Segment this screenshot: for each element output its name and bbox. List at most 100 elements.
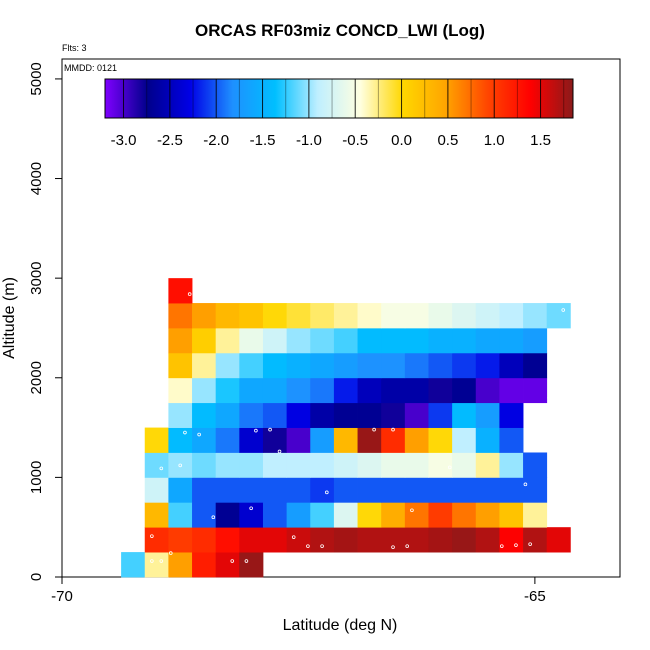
heatmap-cell xyxy=(333,327,358,354)
heatmap-cell xyxy=(215,452,240,478)
heatmap-cell xyxy=(286,452,311,478)
sample-marker xyxy=(391,545,395,549)
y-axis-label: Altitude (m) xyxy=(1,277,18,359)
heatmap-cell xyxy=(144,527,169,553)
heatmap-cell xyxy=(499,402,524,428)
sample-marker xyxy=(410,508,414,513)
sample-marker xyxy=(523,482,528,487)
heatmap-cell xyxy=(428,352,453,379)
heatmap-cell xyxy=(333,527,358,553)
heatmap-cell xyxy=(333,452,358,478)
colorbar-tick-label: 1.5 xyxy=(530,132,551,149)
heatmap-cell xyxy=(215,377,240,404)
heatmap-cell xyxy=(381,303,406,329)
heatmap-cell xyxy=(381,377,406,404)
heatmap-cell xyxy=(310,477,335,503)
colorbar-tick-label: 0.5 xyxy=(437,132,458,149)
heatmap-cell xyxy=(239,527,264,553)
heatmap-cell xyxy=(168,527,193,553)
heatmap-cell xyxy=(215,552,240,578)
y-axis: 0 1000 2000 3000 4000 5000 xyxy=(28,62,62,581)
sample-marker xyxy=(197,432,201,437)
heatmap-cell xyxy=(286,402,311,428)
heatmap-cell xyxy=(381,352,406,379)
heatmap-cell xyxy=(192,377,217,404)
sample-marker xyxy=(183,430,187,435)
heatmap-cell xyxy=(215,502,240,528)
heatmap-cell xyxy=(475,303,500,329)
heatmap-cell xyxy=(168,452,193,478)
heatmap-cell xyxy=(168,377,193,404)
x-tick-label: -65 xyxy=(524,588,546,605)
heatmap-cell xyxy=(262,427,288,453)
heatmap-cell xyxy=(546,303,571,329)
sample-marker xyxy=(159,559,164,563)
heatmap-cell xyxy=(333,352,358,379)
heatmap-cell xyxy=(286,352,311,379)
heatmap-cell xyxy=(192,303,217,329)
heatmap-cell xyxy=(404,427,429,453)
heatmap-cell xyxy=(310,352,335,379)
sample-marker xyxy=(230,559,235,563)
heatmap-cell xyxy=(404,452,429,478)
colorbar-tick-label: 1.0 xyxy=(484,132,505,149)
heatmap-cell xyxy=(192,527,217,553)
heatmap-cell xyxy=(428,327,453,354)
heatmap-cell xyxy=(333,402,358,428)
colorbar-tick-label: -1.0 xyxy=(296,132,322,149)
sample-marker xyxy=(405,544,410,548)
heatmap-cell xyxy=(286,502,311,528)
heatmap-cell xyxy=(168,352,193,379)
heatmap-cell xyxy=(381,402,406,428)
colorbar-tick-label: -3.0 xyxy=(111,132,137,149)
heatmap-cell xyxy=(168,477,193,503)
heatmap-cell xyxy=(428,402,453,428)
heatmap-cell xyxy=(239,303,264,329)
heatmap-cell xyxy=(215,327,240,354)
heatmap-cell xyxy=(499,527,524,553)
heatmap-cell xyxy=(523,527,548,553)
heatmap-cell xyxy=(404,502,429,528)
colorbar-ticks: -3.0 -2.5 -2.0 -1.5 -1.0 -0.5 0.0 0.5 1.0 1.5 xyxy=(111,79,565,149)
sample-marker xyxy=(254,428,258,433)
y-tick-label: 4000 xyxy=(28,162,45,195)
heatmap-cell xyxy=(215,527,240,553)
heatmap-cell xyxy=(428,452,453,478)
sample-marker xyxy=(514,543,518,547)
heatmap-cell xyxy=(310,527,335,553)
heatmap-cell xyxy=(475,427,500,453)
heatmap-cell xyxy=(168,402,193,428)
heatmap-cell xyxy=(286,477,311,503)
heatmap-cell xyxy=(239,552,264,578)
heatmap-cell xyxy=(428,527,453,553)
heatmap-cell xyxy=(333,377,358,404)
heatmap-cells xyxy=(121,278,571,578)
chart-title: ORCAS RF03miz CONCD_LWI (Log) xyxy=(195,21,485,40)
heatmap-cell xyxy=(262,327,288,354)
sample-marker xyxy=(291,535,296,539)
heatmap-cell xyxy=(262,377,288,404)
heatmap-cell xyxy=(475,527,500,553)
heatmap-cell xyxy=(310,452,335,478)
heatmap-cell xyxy=(523,303,548,329)
heatmap-cell xyxy=(239,402,264,428)
heatmap-cell xyxy=(475,327,500,354)
heatmap-cell xyxy=(192,452,217,478)
heatmap-cell xyxy=(523,502,548,528)
sample-marker xyxy=(211,515,216,520)
heatmap-cell xyxy=(404,352,429,379)
heatmap-cell xyxy=(144,427,169,453)
heatmap-cell xyxy=(215,427,240,453)
heatmap-cell xyxy=(286,427,311,453)
heatmap-cell xyxy=(452,477,477,503)
heatmap-cell xyxy=(428,303,453,329)
heatmap-cell xyxy=(310,402,335,428)
heatmap-cell xyxy=(168,278,193,304)
heatmap-cell xyxy=(404,327,429,354)
heatmap-cell xyxy=(357,303,382,329)
heatmap-cell xyxy=(404,477,429,503)
sample-marker xyxy=(325,490,329,495)
heatmap-cell xyxy=(310,427,335,453)
heatmap-cell xyxy=(215,402,240,428)
y-tick-label: 5000 xyxy=(28,62,45,95)
